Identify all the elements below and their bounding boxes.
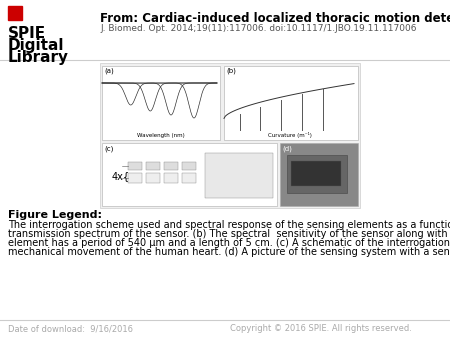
Bar: [224, 66, 358, 140]
Bar: [291, 161, 341, 186]
Bar: [287, 155, 347, 193]
Bar: [164, 173, 178, 183]
Text: Digital: Digital: [8, 38, 64, 53]
Text: J. Biomed. Opt. 2014;19(11):117006. doi:10.1117/1.JBO.19.11.117006: J. Biomed. Opt. 2014;19(11):117006. doi:…: [100, 24, 417, 33]
Text: Copyright © 2016 SPIE. All rights reserved.: Copyright © 2016 SPIE. All rights reserv…: [230, 324, 412, 333]
Text: (b): (b): [226, 68, 236, 74]
Text: mechanical movement of the human heart. (d) A picture of the sensing system with: mechanical movement of the human heart. …: [8, 247, 450, 257]
Bar: [102, 143, 277, 206]
Text: Wavelength (nm): Wavelength (nm): [137, 133, 185, 138]
Text: Library: Library: [8, 50, 69, 65]
Text: Date of download:  9/16/2016: Date of download: 9/16/2016: [8, 324, 133, 333]
Bar: [128, 173, 142, 183]
Bar: [280, 143, 358, 206]
Text: (d): (d): [282, 145, 292, 151]
Bar: [182, 162, 196, 170]
Bar: [182, 173, 196, 183]
Bar: [8, 6, 22, 20]
Text: (c): (c): [104, 145, 113, 151]
Text: SPIE: SPIE: [8, 26, 46, 41]
Text: Figure Legend:: Figure Legend:: [8, 210, 102, 220]
Bar: [128, 162, 142, 170]
Text: (a): (a): [104, 68, 114, 74]
Text: transmission spectrum of the sensor. (b) The spectral  sensitivity of the sensor: transmission spectrum of the sensor. (b)…: [8, 229, 450, 239]
Text: Curvature (m⁻¹): Curvature (m⁻¹): [268, 132, 312, 138]
Bar: [205, 153, 273, 198]
Bar: [164, 162, 178, 170]
Text: 4x{: 4x{: [112, 171, 130, 181]
Bar: [100, 63, 360, 208]
Bar: [146, 173, 160, 183]
Text: From: Cardiac-induced localized thoracic motion detected by a fiber optic sensin: From: Cardiac-induced localized thoracic…: [100, 12, 450, 25]
Text: element has a period of 540 μm and a length of 5 cm. (c) A schematic of the inte: element has a period of 540 μm and a len…: [8, 238, 450, 248]
Bar: [146, 162, 160, 170]
Bar: [102, 66, 220, 140]
Text: The interrogation scheme used and spectral response of the sensing elements as a: The interrogation scheme used and spectr…: [8, 220, 450, 230]
